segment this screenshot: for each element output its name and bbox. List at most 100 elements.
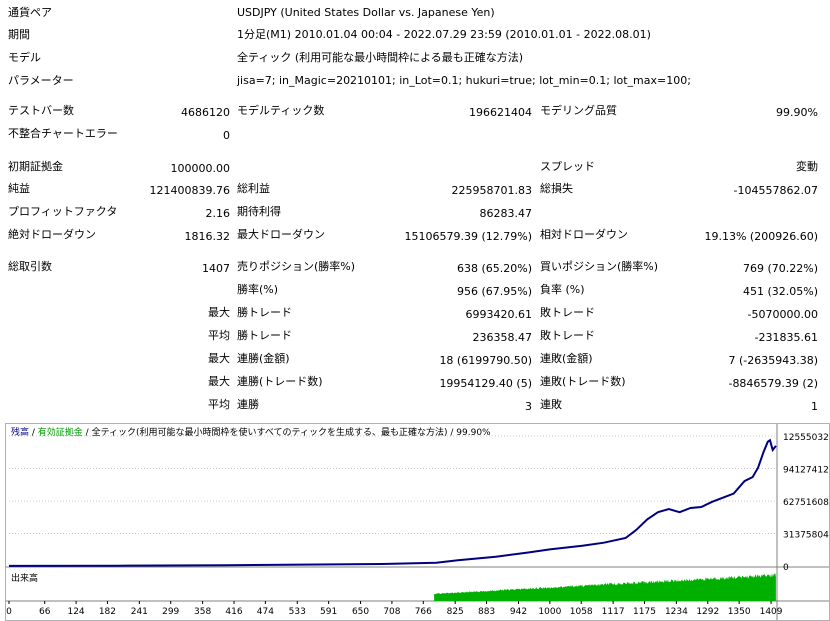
spread-label: スプレッド	[540, 160, 595, 173]
gross-loss-label: 総損失	[540, 182, 573, 195]
abs-drawdown-label: 絶対ドローダウン	[8, 228, 96, 241]
x-tick-label: 124	[67, 607, 84, 617]
balance-series-line	[8, 438, 777, 567]
symbol-value: USDJPY (United States Dollar vs. Japanes…	[237, 6, 495, 19]
x-tick-label: 1350	[728, 607, 751, 617]
volume-bars	[434, 573, 776, 601]
max-cons-profit-label: 連勝(トレード数)	[237, 375, 323, 388]
params-value: jisa=7; in_Magic=20210101; in_Lot=0.1; h…	[237, 74, 691, 87]
loss-pct-label: 負率 (%)	[540, 283, 585, 296]
largest-loss-value: -5070000.00	[747, 308, 818, 321]
gross-loss-value: -104557862.07	[733, 184, 818, 197]
x-tick-label: 416	[225, 607, 242, 617]
net-value: 121400839.76	[149, 184, 230, 197]
bars-value: 4686120	[181, 106, 230, 119]
y-tick-label: 94127412	[783, 466, 829, 476]
ticks-label: モデルティック数	[237, 104, 325, 117]
x-tick-label: 66	[39, 607, 51, 617]
net-label: 純益	[8, 182, 30, 195]
chart-canvas: 125550321 94127412 62751608 31375804 0 0 66 124…	[6, 424, 829, 620]
max-cons-loss-value: -8846579.39 (2)	[728, 377, 818, 390]
max-cons-losses-label: 連敗(金額)	[540, 352, 593, 365]
ticks-value: 196621404	[469, 106, 532, 119]
quality-label: モデリング品質	[540, 104, 617, 117]
average-win-label: 勝トレード	[237, 329, 292, 342]
model-label: モデル	[8, 51, 41, 64]
avg-cons-losses-value: 1	[811, 400, 818, 413]
symbol-label: 通貨ペア	[8, 6, 52, 19]
params-label: パラメーター	[8, 74, 74, 87]
short-positions-label: 売りポジション(勝率%)	[237, 260, 356, 273]
legend-sep-2: /	[82, 428, 92, 438]
max-cons-wins-label: 連勝(金額)	[237, 352, 290, 365]
max-cons-word-1: 最大	[208, 352, 230, 365]
x-tick-label: 1117	[602, 607, 625, 617]
average-loss-value: -231835.61	[754, 331, 818, 344]
average-word: 平均	[208, 329, 230, 342]
x-tick-label: 883	[478, 607, 495, 617]
period-value: 1分足(M1) 2010.01.04 00:04 - 2022.07.29 23…	[237, 28, 651, 41]
max-cons-word-2: 最大	[208, 375, 230, 388]
x-tick-label: 1175	[633, 607, 656, 617]
model-value: 全ティック (利用可能な最小時間枠による最も正確な方法)	[237, 51, 524, 64]
avg-cons-wins-value: 3	[525, 400, 532, 413]
largest-win-value: 6993420.61	[465, 308, 532, 321]
mismatch-value: 0	[223, 129, 230, 142]
x-tick-label: 1234	[665, 607, 688, 617]
x-tick-label: 591	[320, 607, 337, 617]
largest-word: 最大	[208, 306, 230, 319]
x-tick-label: 182	[99, 607, 116, 617]
deposit-value: 100000.00	[170, 162, 231, 175]
expected-payoff-value: 86283.47	[479, 207, 533, 220]
short-positions-value: 638 (65.20%)	[456, 262, 532, 275]
abs-drawdown-value: 1816.32	[184, 230, 231, 243]
x-tick-label: 766	[415, 607, 432, 617]
x-tick-label: 1000	[538, 607, 561, 617]
rel-drawdown-label: 相対ドローダウン	[540, 228, 628, 241]
volume-label: 出来高	[11, 574, 39, 584]
y-tick-label: 125550321	[783, 433, 829, 443]
x-tick-label: 708	[383, 607, 400, 617]
y-tick-label: 0	[783, 563, 789, 573]
expected-payoff-label: 期待利得	[237, 205, 281, 218]
spread-value: 変動	[796, 160, 818, 173]
legend-quality: 99.90%	[456, 428, 491, 438]
long-positions-value: 769 (70.22%)	[742, 262, 818, 275]
profit-factor-value: 2.16	[205, 207, 231, 220]
win-pct-label: 勝率(%)	[237, 283, 279, 296]
max-cons-loss-label: 連敗(トレード数)	[540, 375, 626, 388]
total-trades-label: 総取引数	[8, 260, 52, 273]
total-trades-value: 1407	[202, 262, 230, 275]
max-drawdown-label: 最大ドローダウン	[237, 228, 325, 241]
mismatch-label: 不整合チャートエラー	[8, 127, 118, 140]
y-tick-label: 31375804	[783, 531, 829, 541]
x-tick-label: 1058	[570, 607, 593, 617]
gross-profit-value: 225958701.83	[451, 184, 532, 197]
avg-cons-wins-label: 連勝	[237, 398, 259, 411]
loss-pct-value: 451 (32.05%)	[742, 285, 818, 298]
x-tick-label: 1292	[696, 607, 719, 617]
chart-legend: 残高 / 有効証拠金 / 全ティック(利用可能な最小時間枠を使いすべてのティック…	[11, 426, 491, 440]
avg-cons-losses-label: 連敗	[540, 398, 562, 411]
x-tick-label: 942	[510, 607, 527, 617]
x-tick-label: 825	[447, 607, 464, 617]
x-tick-label: 358	[194, 607, 211, 617]
max-drawdown-value: 15106579.39 (12.79%)	[404, 230, 532, 243]
rel-drawdown-value: 19.13% (200926.60)	[704, 230, 818, 243]
bars-label: テストバー数	[8, 104, 74, 117]
y-tick-label: 62751608	[783, 498, 829, 508]
legend-equity: 有効証拠金	[37, 428, 83, 438]
period-label: 期間	[8, 28, 30, 41]
gross-profit-label: 総利益	[237, 182, 270, 195]
x-tick-label: 650	[352, 607, 369, 617]
max-cons-profit-value: 19954129.40 (5)	[439, 377, 532, 390]
x-tick-label: 533	[289, 607, 306, 617]
legend-sep-3: /	[447, 428, 457, 438]
largest-loss-label: 敗トレード	[540, 306, 595, 319]
legend-model: 全ティック(利用可能な最小時間枠を使いすべてのティックを生成する、最も正確な方法…	[91, 428, 448, 438]
legend-sep-1: /	[29, 428, 38, 438]
x-tick-label: 241	[131, 607, 148, 617]
avg-cons-word: 平均	[208, 398, 230, 411]
deposit-label: 初期証拠金	[8, 160, 63, 173]
average-win-value: 236358.47	[472, 331, 533, 344]
